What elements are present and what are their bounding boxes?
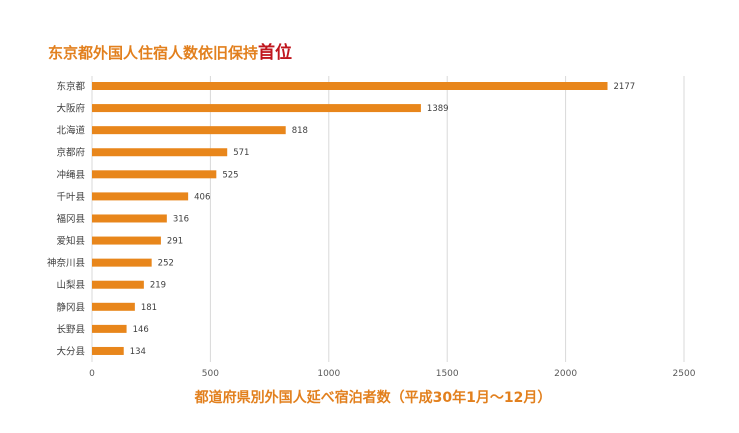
x-tick-labels: 0 500 1000 1500 2000 2500 <box>89 369 696 379</box>
x-tick-label: 2000 <box>554 369 577 379</box>
bar-7 <box>92 214 167 223</box>
category-label: 山梨县 <box>56 279 85 291</box>
bar-3 <box>92 126 286 135</box>
chart-title-emphasis: 首位 <box>258 42 292 63</box>
data-label: 406 <box>194 192 210 202</box>
category-label: 大阪府 <box>56 103 85 115</box>
bar-9 <box>92 258 152 267</box>
category-label: 长野县 <box>56 323 85 335</box>
gridlines <box>91 76 685 362</box>
category-label: 京都府 <box>56 147 85 159</box>
data-label: 219 <box>150 281 166 291</box>
data-label: 146 <box>133 325 149 335</box>
x-tick-label: 0 <box>89 369 95 379</box>
bar-1 <box>92 82 608 90</box>
chart-title: 东京都外国人住宿人数依旧保持首位 <box>48 42 292 63</box>
x-tick-label: 1500 <box>436 369 459 379</box>
category-label: 冲绳县 <box>56 169 85 181</box>
bar-2 <box>92 104 421 113</box>
bar-8 <box>92 236 161 245</box>
x-tick-label: 500 <box>202 369 219 379</box>
category-label: 千叶县 <box>56 192 85 203</box>
data-label: 818 <box>292 126 308 136</box>
category-label: 神奈川县 <box>47 257 85 269</box>
bars <box>92 82 608 355</box>
category-label: 爱知县 <box>56 235 85 247</box>
x-axis-title: 都道府県別外国人延べ宿泊者数（平成30年1月～12月） <box>194 389 552 406</box>
data-labels: 2177 1389 818 571 525 406 316 291 252 219 181 146 13… <box>130 82 635 357</box>
bar-11 <box>92 302 135 311</box>
data-label: 1389 <box>427 104 449 114</box>
bar-13 <box>92 346 124 355</box>
chart-title-text: 东京都外国人住宿人数依旧保持 <box>48 44 258 62</box>
data-label: 525 <box>222 170 238 180</box>
bar-10 <box>92 280 144 289</box>
data-label: 181 <box>141 303 157 313</box>
data-label: 2177 <box>614 82 636 92</box>
category-label: 大分县 <box>56 345 85 357</box>
category-label: 北海道 <box>56 125 85 137</box>
x-tick-label: 2500 <box>673 369 696 379</box>
category-label: 静冈县 <box>56 301 85 313</box>
x-tick-label: 1000 <box>317 369 340 379</box>
data-label: 252 <box>158 259 174 269</box>
bar-6 <box>92 192 189 201</box>
bar-5 <box>92 170 217 179</box>
category-label: 福冈县 <box>56 213 85 225</box>
bar-12 <box>92 324 127 333</box>
category-label: 东京都 <box>56 81 85 93</box>
data-label: 316 <box>173 214 189 224</box>
data-label: 571 <box>233 148 249 158</box>
data-label: 291 <box>167 237 183 247</box>
data-label: 134 <box>130 347 146 357</box>
bar-4 <box>92 148 228 157</box>
